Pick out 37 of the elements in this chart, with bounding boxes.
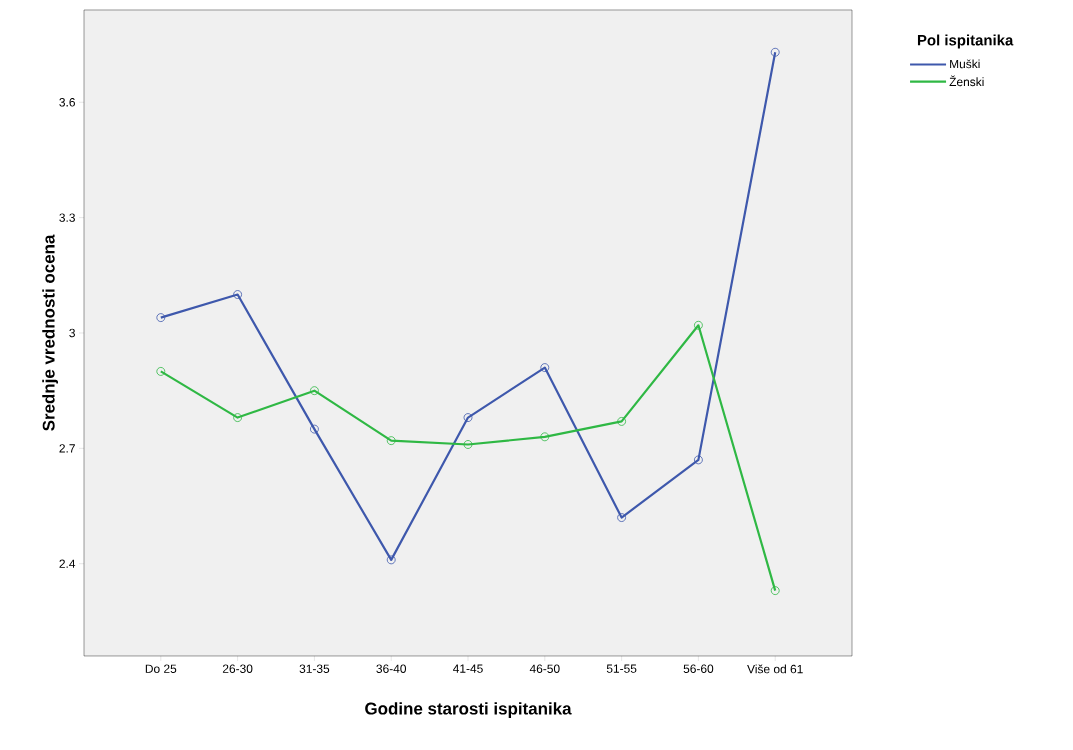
x-tick-label: 31-35 xyxy=(299,664,330,673)
y-tick-label: 2.7 xyxy=(59,444,75,453)
point xyxy=(156,313,166,322)
x-tick-label: 41-45 xyxy=(453,664,483,673)
x-axis-title: Godine starosti ispitanika xyxy=(365,702,572,718)
point xyxy=(540,363,550,372)
x-tick-label: Više od 61 xyxy=(747,664,803,674)
point xyxy=(770,586,780,596)
point xyxy=(156,367,166,376)
point xyxy=(617,513,627,522)
point xyxy=(770,47,780,57)
legend-label: Muški xyxy=(950,59,980,69)
point xyxy=(310,386,319,396)
x-tick-label: 36-40 xyxy=(376,664,407,673)
x-tick-label: 26-30 xyxy=(222,664,253,673)
point xyxy=(233,413,243,422)
point xyxy=(386,436,396,446)
y-tick-label: 2.4 xyxy=(59,559,76,568)
y-tick-label: 3.6 xyxy=(59,98,75,107)
legend-title: Pol ispitanika xyxy=(917,34,1014,49)
point xyxy=(694,320,703,330)
x-tick-label: Do 25 xyxy=(145,664,177,673)
y-tick-label: 3.3 xyxy=(59,213,75,222)
point xyxy=(540,432,550,442)
x-tick-label: 46-50 xyxy=(529,664,560,673)
x-tick-label: 51-55 xyxy=(606,664,637,673)
point xyxy=(694,455,703,465)
y-axis-title: Srednje vrednosti ocena xyxy=(42,234,59,431)
point xyxy=(463,413,473,422)
point xyxy=(386,555,396,565)
point xyxy=(617,417,627,426)
legend-label: Ženski xyxy=(949,75,984,87)
y-tick-label: 3 xyxy=(69,328,75,338)
point xyxy=(310,424,319,434)
point xyxy=(463,440,473,449)
x-tick-label: 56-60 xyxy=(683,664,714,673)
point xyxy=(233,290,243,299)
